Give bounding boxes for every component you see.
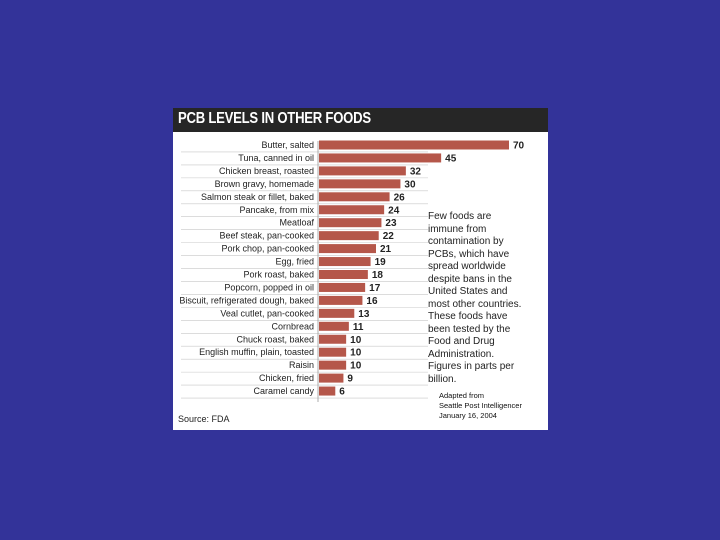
value-label: 32 xyxy=(410,166,422,177)
category-label: Raisin xyxy=(289,360,314,370)
category-label: Caramel candy xyxy=(253,386,314,396)
category-label: Meatloaf xyxy=(279,218,314,228)
category-label: Popcorn, popped in oil xyxy=(224,282,314,292)
value-label: 19 xyxy=(375,257,387,268)
bars xyxy=(319,140,509,396)
bar xyxy=(319,257,371,267)
bar xyxy=(319,140,509,150)
bar xyxy=(319,218,382,228)
row-separators xyxy=(181,151,428,399)
category-label: Pancake, from mix xyxy=(239,205,314,215)
bar xyxy=(319,334,347,344)
bar xyxy=(319,205,385,215)
value-label: 23 xyxy=(385,218,397,229)
value-label: 16 xyxy=(366,296,378,307)
bar xyxy=(319,231,379,241)
value-label: 17 xyxy=(369,283,381,294)
value-label: 26 xyxy=(394,192,406,203)
value-label: 11 xyxy=(353,322,364,333)
category-label: Salmon steak or fillet, baked xyxy=(201,192,314,202)
bar xyxy=(319,373,344,383)
bar xyxy=(319,166,406,176)
category-label: Chicken breast, roasted xyxy=(219,166,314,176)
credit-line-2: Seattle Post Intelligencer xyxy=(439,401,522,410)
category-label: Veal cutlet, pan-cooked xyxy=(220,308,314,318)
category-label: Beef steak, pan-cooked xyxy=(219,231,314,241)
category-label: Pork roast, baked xyxy=(243,270,314,280)
value-label: 22 xyxy=(383,231,395,242)
category-label: Tuna, canned in oil xyxy=(238,153,314,163)
category-label: Biscuit, refrigerated dough, baked xyxy=(179,295,314,305)
bar xyxy=(319,153,442,163)
chart-annotation: Few foods are immune from contamination … xyxy=(428,211,528,386)
bar xyxy=(319,386,336,396)
credit-line-3: January 16, 2004 xyxy=(439,411,497,420)
chart-title: PCB LEVELS IN OTHER FOODS xyxy=(178,110,371,127)
bar-chart: Butter, salted Tuna, canned in oil Chicken… xyxy=(179,140,525,402)
value-label: 18 xyxy=(372,270,384,281)
bar xyxy=(319,347,347,357)
bar xyxy=(319,270,368,279)
category-labels: Butter, salted Tuna, canned in oil Chicken… xyxy=(179,140,314,396)
category-label: Cornbread xyxy=(271,321,314,331)
bar xyxy=(319,360,347,370)
category-label: English muffin, plain, toasted xyxy=(199,347,314,357)
bar xyxy=(319,244,376,254)
value-label: 10 xyxy=(350,361,362,372)
value-label: 10 xyxy=(350,335,362,346)
chart-source: Source: FDA xyxy=(178,414,230,424)
category-label: Butter, salted xyxy=(261,140,314,150)
bar xyxy=(319,295,363,305)
bar xyxy=(319,192,390,202)
category-label: Chuck roast, baked xyxy=(236,334,314,344)
value-label: 6 xyxy=(339,387,345,398)
bar xyxy=(319,282,366,292)
value-label: 10 xyxy=(350,348,362,359)
category-label: Brown gravy, homemade xyxy=(215,179,314,189)
category-label: Egg, fried xyxy=(275,257,314,267)
value-label: 21 xyxy=(380,244,392,255)
bar xyxy=(319,321,349,331)
value-labels: 70 45 32 30 26 24 23 22 21 19 18 17 16 13 11 10 10 10 96 xyxy=(339,141,524,398)
adaptation-credit: Adapted from Seattle Post Intelligencer … xyxy=(439,391,544,421)
value-label: 30 xyxy=(404,179,416,190)
bar xyxy=(319,179,401,189)
chart-title-bar: PCB LEVELS IN OTHER FOODS xyxy=(173,108,548,132)
bar xyxy=(319,308,355,318)
value-label: 13 xyxy=(358,309,370,320)
value-label: 24 xyxy=(388,205,400,216)
value-label: 45 xyxy=(445,153,457,164)
chart-panel: PCB LEVELS IN OTHER FOODS Butter, salted… xyxy=(173,108,548,430)
category-label: Chicken, fried xyxy=(259,373,314,383)
value-label: 70 xyxy=(513,141,525,152)
category-label: Pork chop, pan-cooked xyxy=(221,244,314,254)
value-label: 9 xyxy=(347,374,353,385)
credit-line-1: Adapted from xyxy=(439,391,485,400)
